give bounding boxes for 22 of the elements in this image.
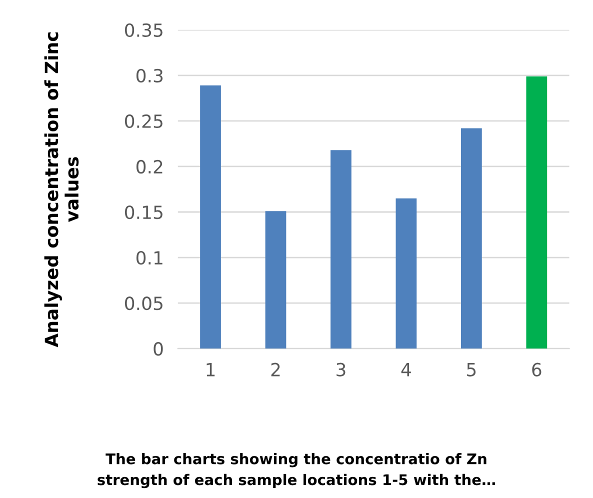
x-tick-label: 6 bbox=[532, 362, 542, 376]
y-tick-label: 0 bbox=[154, 342, 163, 356]
bar bbox=[396, 198, 417, 349]
x-tick-label: 1 bbox=[206, 363, 215, 376]
y-axis-title: Analyzed concentration of Zinc values bbox=[44, 32, 79, 348]
bar bbox=[265, 211, 286, 349]
x-tick-label: 5 bbox=[467, 363, 476, 376]
bar bbox=[526, 76, 548, 349]
y-tick-label: 0.05 bbox=[125, 296, 162, 310]
y-tick-label: 0.3 bbox=[136, 68, 163, 83]
text: The bar charts showing the concentratio of Zn strength of each sample locations 1-5 with the… bbox=[98, 453, 495, 488]
x-tick-label: 2 bbox=[271, 362, 280, 376]
y-tick-label: 0.35 bbox=[125, 23, 162, 37]
x-tick-label: 3 bbox=[336, 362, 346, 376]
y-tick-label: 0.25 bbox=[125, 114, 162, 128]
bar bbox=[461, 128, 482, 349]
y-tick-label: 0.15 bbox=[125, 205, 162, 220]
x-tick-label: 4 bbox=[401, 363, 411, 376]
bar bbox=[200, 85, 221, 349]
y-tick-label: 0.2 bbox=[136, 160, 162, 174]
bar bbox=[330, 150, 352, 349]
y-tick-label: 0.1 bbox=[136, 250, 162, 265]
